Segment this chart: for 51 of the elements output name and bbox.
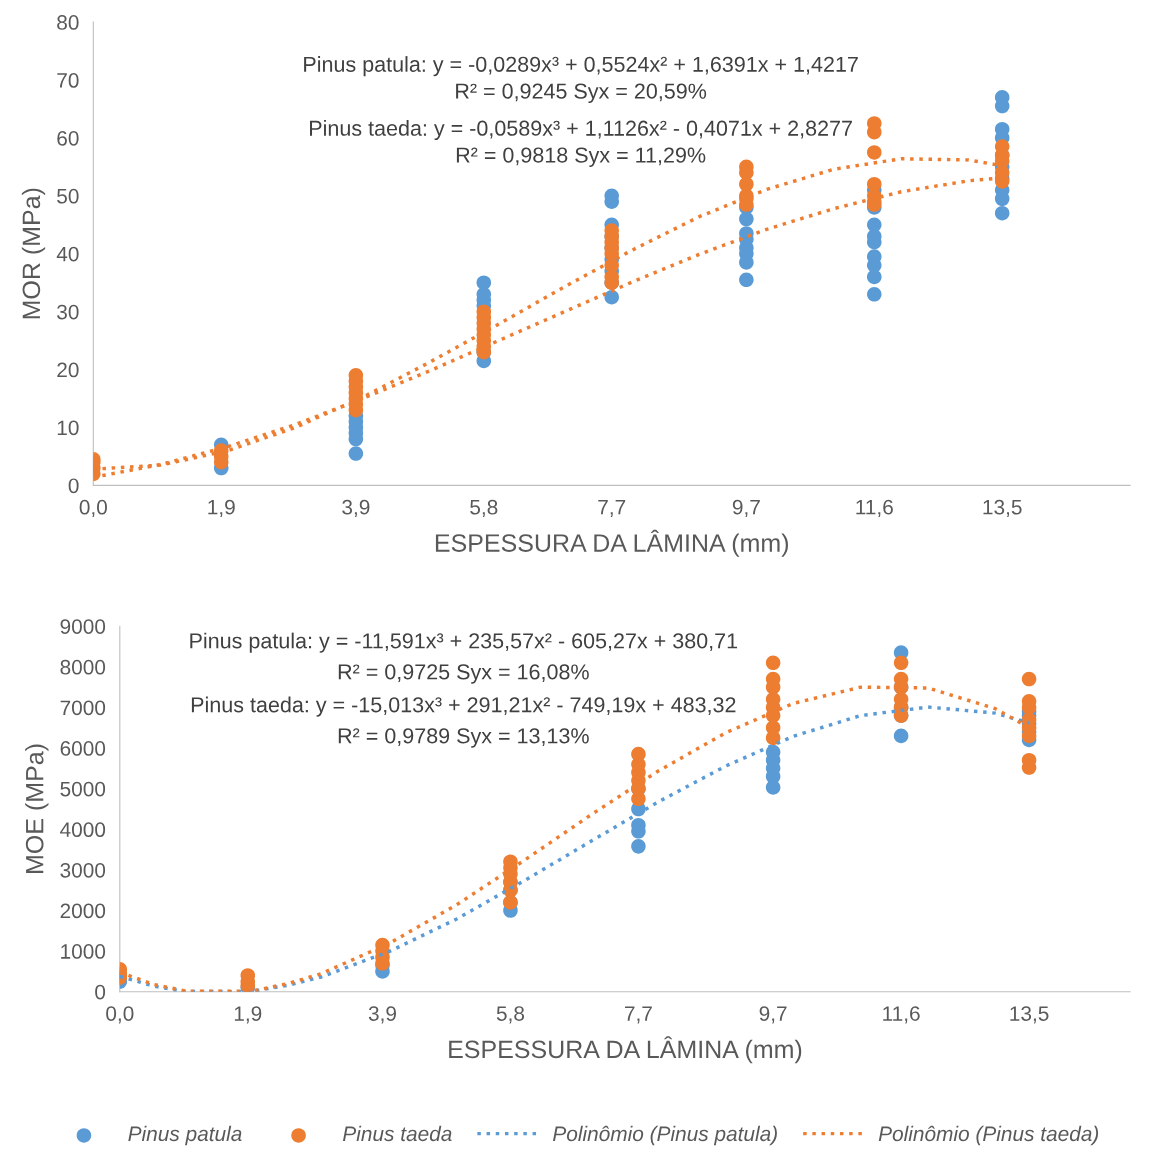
y-tick-label: 9000 [60,619,106,634]
annotation: Pinus patula: y = -11,591x³ + 235,57x² - 605,27x + 380,71 [190,632,738,653]
annotation: Pinus taeda: y = -0,0589x³ + 1,1126x² - 0,4071x + 2,8277 [310,120,852,141]
y-tick-label: 60 [57,130,79,146]
x-tick-label: 13,5 [983,499,1022,518]
y-tick-label: 50 [57,188,79,204]
y-tick-label: 0 [95,984,106,1000]
y-tick-label: 8000 [60,659,106,675]
x-tick-label: 5,8 [470,499,498,518]
y-tick-label: 10 [57,420,79,436]
x-tick-label: 3,9 [342,499,370,518]
y-tick-label: 30 [57,304,79,320]
y-axis-title: MOE (MPa) [25,744,49,873]
legend-label: Pinus patula [128,1125,242,1146]
x-tick-label: 0,0 [106,1006,134,1024]
y-tick-label: 7000 [60,700,106,716]
y-tick-label: 40 [56,246,79,262]
x-tick-label: 11,6 [883,1006,920,1024]
annotation: R² = 0,9725 Syx = 16,08% [338,664,589,684]
x-tick-label: 7,7 [625,1006,652,1024]
y-tick-label: 20 [57,362,79,378]
y-tick-label: 4000 [60,822,106,838]
x-tick-label: 1,9 [234,1006,262,1024]
x-tick-label: 13,5 [1010,1006,1049,1024]
legend-label: Polinômio (Pinus patula) [553,1125,777,1146]
x-tick-label: 3,9 [368,1006,396,1024]
x-tick-label: 0,0 [79,499,107,518]
y-tick-label: 6000 [60,741,106,756]
annotation: Pinus patula: y = -0,0289x³ + 0,5524x² + 1,6391x + 1,4217 [304,56,858,77]
y-tick-label: 5000 [60,781,106,797]
x-tick-label: 5,8 [496,1006,525,1024]
legend-label: Polinômio (Pinus taeda) [878,1125,1099,1146]
y-tick-label: 3000 [60,862,106,878]
annotation: R² = 0,9789 Syx = 13,13% [338,728,589,748]
x-tick-label: 11,6 [856,499,893,518]
y-tick-label: 0 [68,478,79,494]
x-tick-label: 1,9 [208,499,235,518]
legend-label: Pinus taeda [342,1125,452,1142]
y-axis-title: MOR (MPa) [21,188,46,319]
y-tick-label: 1000 [61,944,106,959]
x-tick-label: 9,7 [759,1006,787,1024]
annotation: Pinus taeda: y = -15,013x³ + 291,21x² - 749,19x + 483,32 [191,696,736,717]
y-tick-label: 80 [57,15,79,30]
y-tick-label: 70 [57,73,79,88]
x-tick-label: 9,7 [732,499,760,518]
y-tick-label: 2000 [60,903,106,919]
annotation: R² = 0,9818 Syx = 11,29% [456,147,706,167]
x-axis-title: ESPESSURA DA LÂMINA (mm) [435,529,788,557]
x-tick-label: 7,7 [598,500,626,518]
annotation: R² = 0,9245 Syx = 20,59% [456,83,707,104]
x-axis-title: ESPESSURA DA LÂMINA (mm) [449,1036,802,1064]
